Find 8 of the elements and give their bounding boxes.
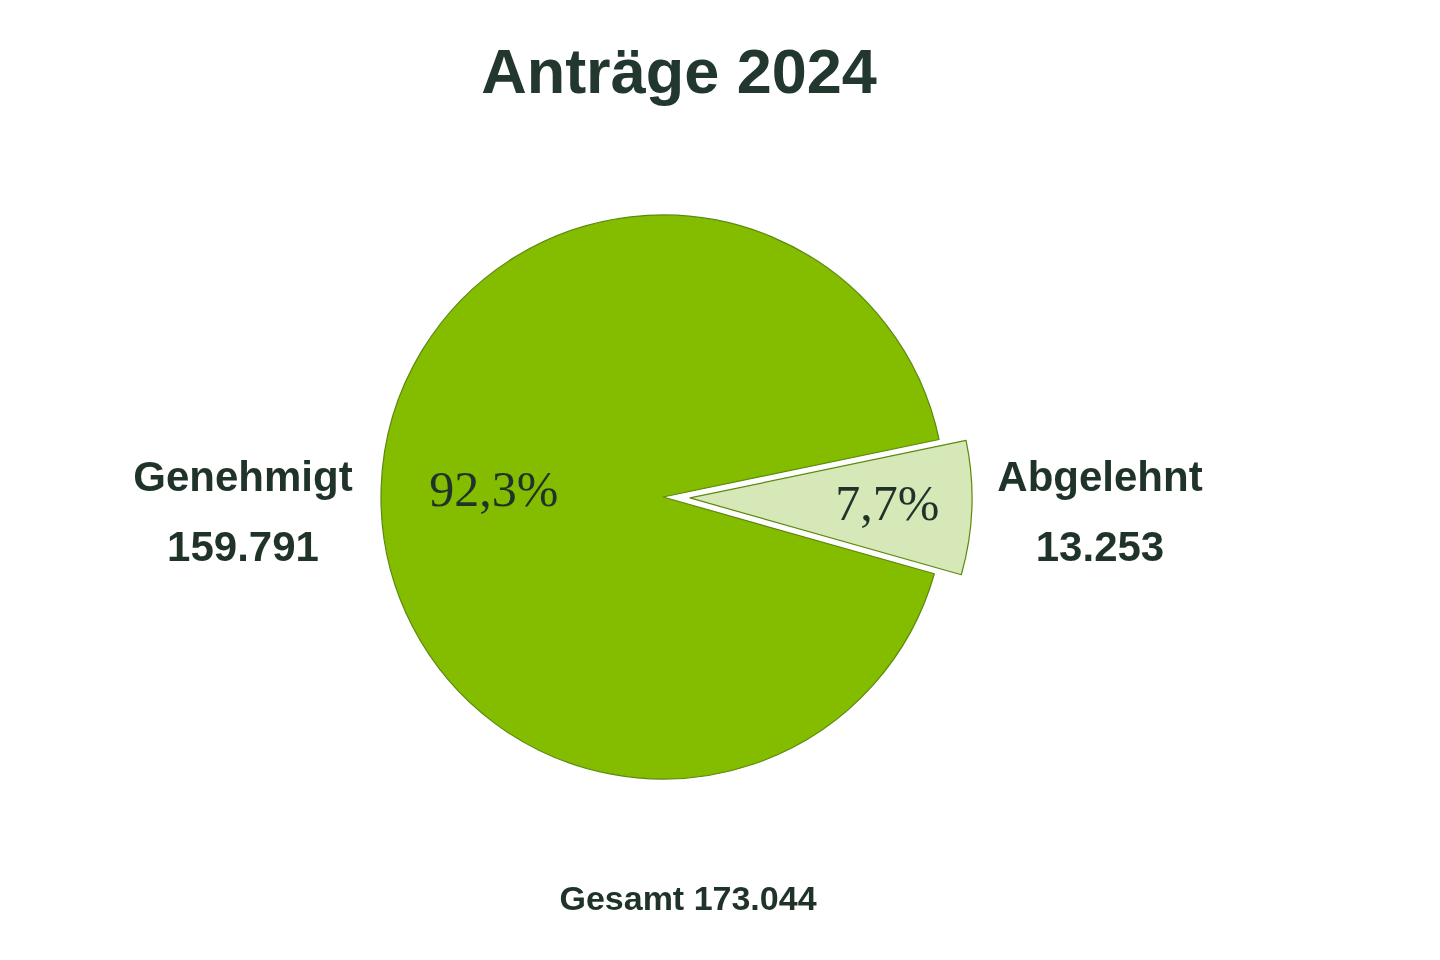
slice-label: Abgelehnt (997, 453, 1203, 500)
chart-title: Anträge 2024 (481, 36, 877, 106)
text: Gesamt 173.044 (559, 879, 817, 917)
text: 92,3% (429, 461, 559, 518)
slice-label: Genehmigt (133, 453, 353, 500)
text: 7,7% (835, 474, 940, 531)
data-label: 13.253 (1035, 523, 1165, 570)
data-label: 159.791 (167, 523, 319, 570)
